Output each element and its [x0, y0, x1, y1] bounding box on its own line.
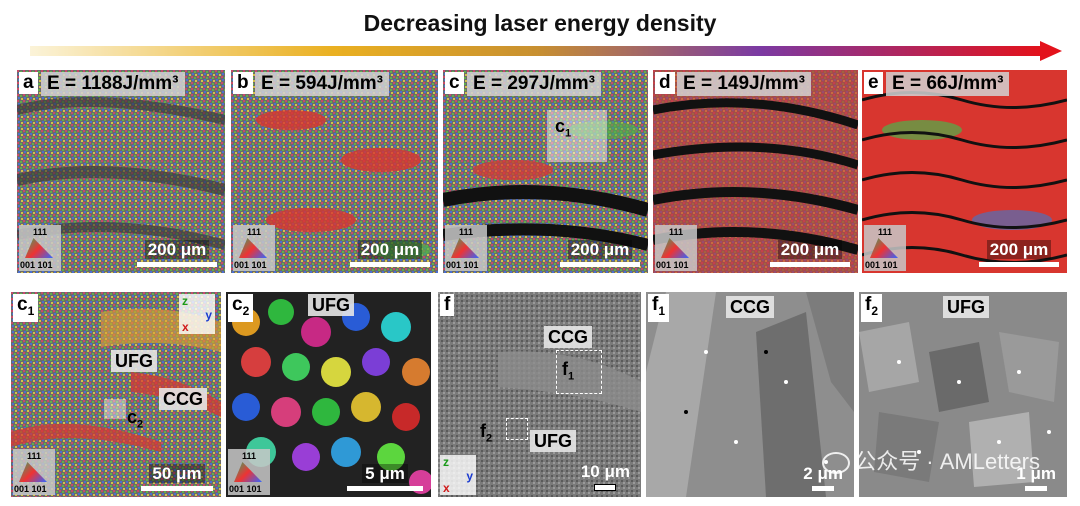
ipf-legend: 111 001 101 — [233, 225, 275, 271]
panel-f1: f1 CCG 2 μm — [646, 292, 854, 497]
scale-bar: 200 μm — [137, 240, 217, 267]
panel-b: b E = 594J/mm³ 111 001 101 200 μm — [231, 70, 438, 273]
ipf-legend: 111 001 101 — [228, 449, 270, 495]
scale-bar: 200 μm — [560, 240, 640, 267]
region-label-f2: f2 — [480, 421, 493, 445]
scale-bar: 200 μm — [350, 240, 430, 267]
panel-letter: b — [233, 72, 253, 94]
energy-label: E = 297J/mm³ — [467, 72, 601, 96]
ccg-label: CCG — [544, 326, 592, 348]
sem-image-f1 — [646, 292, 854, 497]
panel-letter: f1 — [648, 294, 670, 322]
ipf-legend: 111 001 101 — [655, 225, 697, 271]
panel-f: f CCG f1 f2 UFG z y x 10 μm — [438, 292, 641, 497]
energy-label: E = 149J/mm³ — [677, 72, 811, 96]
panel-e: e E = 66J/mm³ 111 001 101 200 μm — [862, 70, 1067, 273]
panel-letter: c — [445, 72, 464, 94]
axes-icon: z y x — [440, 455, 476, 495]
energy-gradient-arrow — [30, 41, 1062, 61]
region-label-f1: f1 — [562, 359, 575, 383]
scale-bar: 50 μm — [141, 464, 213, 491]
ufg-label: UFG — [308, 294, 354, 316]
panel-letter: d — [655, 72, 675, 94]
ebsd-map-b — [231, 70, 438, 273]
region-box-f1 — [556, 350, 602, 394]
panel-c1: c1 UFG CCG c2 z y x 111 001 101 50 μm — [11, 292, 221, 497]
scale-bar: 200 μm — [770, 240, 850, 267]
ufg-label: UFG — [530, 430, 576, 452]
panel-letter: f — [440, 294, 455, 316]
ipf-legend: 111 001 101 — [19, 225, 61, 271]
ccg-label: CCG — [159, 388, 207, 410]
panel-letter: e — [864, 72, 883, 94]
inset-label-c2: c2 — [127, 407, 144, 431]
region-box-f2 — [506, 418, 528, 440]
panel-letter: c2 — [228, 294, 254, 322]
wechat-logo-icon — [822, 452, 851, 475]
scale-bar: 5 μm — [347, 464, 423, 491]
sem-image-f2 — [859, 292, 1067, 497]
energy-label: E = 594J/mm³ — [255, 72, 389, 96]
ufg-label: UFG — [111, 350, 157, 372]
ebsd-map-d — [653, 70, 858, 273]
energy-label: E = 1188J/mm³ — [41, 72, 185, 96]
panel-f2: f2 UFG 1 μm — [859, 292, 1067, 497]
energy-label: E = 66J/mm³ — [886, 72, 1010, 96]
panel-d: d E = 149J/mm³ 111 001 101 200 μm — [653, 70, 858, 273]
panel-letter: a — [19, 72, 38, 94]
axes-icon: z y x — [179, 294, 215, 334]
figure-title: Decreasing laser energy density — [363, 10, 717, 36]
panel-c: c E = 297J/mm³ c1 111 001 101 200 μm — [443, 70, 648, 273]
ufg-label: UFG — [943, 296, 989, 318]
scale-bar: 1 μm — [1013, 464, 1059, 491]
panel-c2: c2 UFG 111 001 101 5 μm — [226, 292, 431, 497]
inset-label-c1: c1 — [555, 116, 572, 140]
ipf-legend: 111 001 101 — [13, 449, 55, 495]
panel-a: a E = 1188J/mm³ 111 001 101 200 μm — [17, 70, 225, 273]
ipf-legend: 111 001 101 — [864, 225, 906, 271]
panel-letter: c1 — [13, 294, 39, 322]
scale-bar: 10 μm — [578, 462, 633, 491]
ipf-legend: 111 001 101 — [445, 225, 487, 271]
panel-letter: f2 — [861, 294, 883, 322]
watermark: 公众号 · AMLetters — [822, 444, 1040, 476]
ccg-label: CCG — [726, 296, 774, 318]
scale-bar: 200 μm — [979, 240, 1059, 267]
